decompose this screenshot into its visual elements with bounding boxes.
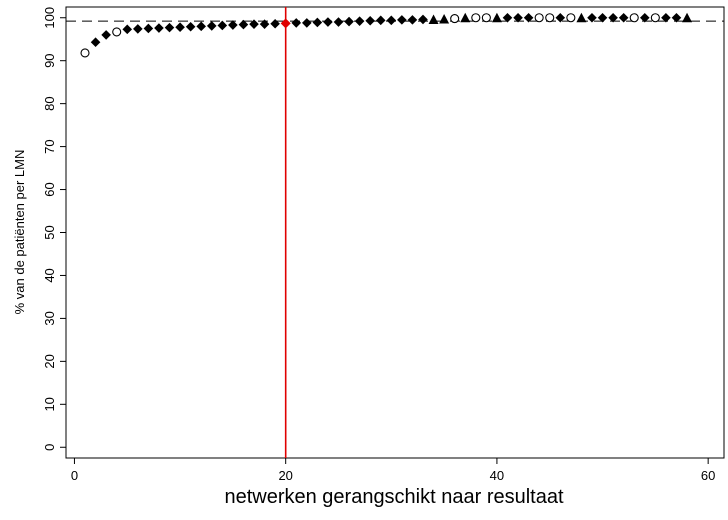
data-point-diamond [397, 15, 407, 25]
data-point-diamond [238, 19, 249, 30]
x-tick-label: 0 [71, 468, 78, 483]
x-tick-label: 20 [278, 468, 292, 483]
data-point-diamond [101, 30, 111, 40]
y-tick-label: 40 [42, 268, 57, 282]
y-tick-label: 100 [42, 7, 57, 29]
y-tick-label: 90 [42, 53, 57, 67]
data-point-open-circle [534, 13, 544, 23]
data-point-diamond [608, 12, 618, 23]
data-point-diamond [206, 21, 217, 31]
data-point-diamond [661, 12, 671, 23]
y-tick-label: 10 [42, 397, 57, 411]
data-point-triangle [682, 12, 693, 23]
data-point-diamond [323, 17, 333, 27]
data-point-open-circle [450, 14, 460, 24]
data-point-diamond [502, 12, 513, 23]
data-point-diamond [249, 19, 259, 29]
data-point-diamond [122, 24, 133, 35]
data-point-diamond [513, 12, 523, 23]
data-point-diamond [228, 20, 238, 30]
y-tick-label: 0 [42, 444, 57, 451]
data-point-diamond [365, 15, 375, 26]
data-point-open-circle [112, 27, 122, 37]
data-point-open-circle [471, 13, 481, 23]
data-point-diamond [196, 21, 206, 32]
data-points [80, 12, 693, 58]
data-point-open-circle [650, 13, 660, 23]
data-point-diamond [386, 15, 397, 26]
data-point-open-circle [545, 13, 555, 23]
data-point-diamond [302, 18, 312, 28]
data-point-diamond [344, 16, 354, 27]
data-point-diamond [407, 15, 418, 25]
y-tick-label: 20 [42, 354, 57, 368]
data-point-triangle [439, 14, 450, 24]
data-point-diamond [270, 18, 280, 29]
data-point-diamond [164, 22, 175, 33]
data-point-diamond [175, 22, 185, 32]
y-tick-label: 30 [42, 311, 57, 325]
data-point-open-circle [629, 13, 639, 23]
data-point-diamond [555, 12, 566, 23]
data-point-diamond [523, 12, 534, 23]
data-point-diamond [375, 15, 386, 26]
data-point-diamond [259, 19, 270, 29]
data-point-triangle [460, 12, 471, 23]
data-point-triangle [576, 12, 587, 23]
data-point-diamond [418, 14, 428, 25]
y-tick-label: 50 [42, 225, 57, 239]
data-point-diamond [312, 17, 323, 28]
reference-lines [66, 7, 724, 458]
data-point-diamond [618, 12, 629, 23]
data-point-diamond [671, 12, 682, 23]
y-tick-label: 60 [42, 182, 57, 196]
data-point-diamond [291, 18, 302, 28]
data-point-open-circle [80, 48, 90, 58]
y-tick-label: 80 [42, 96, 57, 110]
y-tick-label: 70 [42, 139, 57, 153]
data-point-diamond [217, 20, 228, 31]
y-axis-label: % van de patiënten per LMN [12, 150, 27, 315]
plot-frame [65, 6, 725, 459]
data-point-diamond [333, 17, 344, 27]
data-point-diamond [185, 21, 196, 32]
data-point-diamond [133, 24, 143, 34]
x-axis: 0 20 40 60 [71, 458, 715, 483]
data-point-diamond [587, 12, 597, 23]
data-point-open-circle [566, 13, 576, 23]
y-axis: 0 10 20 30 40 50 60 70 80 90 100 [42, 7, 66, 451]
x-tick-label: 40 [490, 468, 504, 483]
data-point-open-circle [481, 13, 491, 23]
data-point-diamond [90, 37, 101, 48]
data-point-triangle [428, 14, 439, 24]
x-axis-label: netwerken gerangschikt naar resultaat [224, 486, 564, 508]
data-point-triangle [491, 12, 502, 23]
x-tick-label: 60 [701, 468, 715, 483]
data-point-diamond [597, 12, 608, 23]
data-point-diamond [143, 23, 154, 34]
data-point-diamond [154, 23, 164, 33]
data-point-diamond [354, 16, 365, 26]
data-point-highlight [280, 18, 291, 29]
data-point-diamond [639, 12, 650, 23]
